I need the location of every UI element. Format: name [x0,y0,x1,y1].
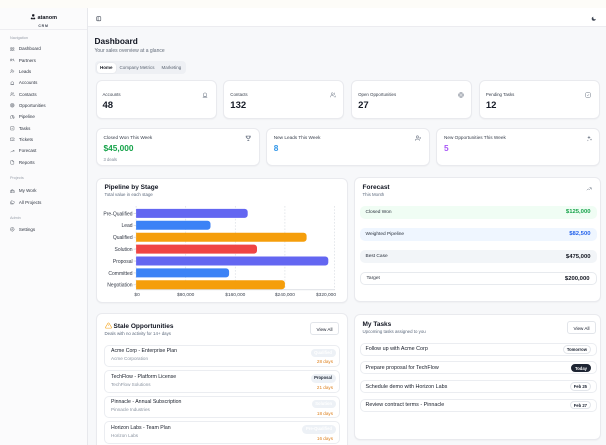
svg-text:Lead: Lead [121,223,132,229]
svg-text:Committed: Committed [108,270,132,276]
svg-text:$0: $0 [134,291,140,297]
svg-text:$80,000: $80,000 [177,291,195,297]
svg-text:Negotiation: Negotiation [107,282,133,288]
svg-text:Proposal: Proposal [112,258,132,264]
svg-text:Pre-Qualified: Pre-Qualified [103,211,132,217]
svg-text:Qualified: Qualified [112,235,132,241]
svg-text:$160,000: $160,000 [225,291,245,297]
svg-text:$320,000: $320,000 [315,291,335,297]
svg-text:Solution: Solution [114,247,132,253]
svg-text:$240,000: $240,000 [274,291,294,297]
